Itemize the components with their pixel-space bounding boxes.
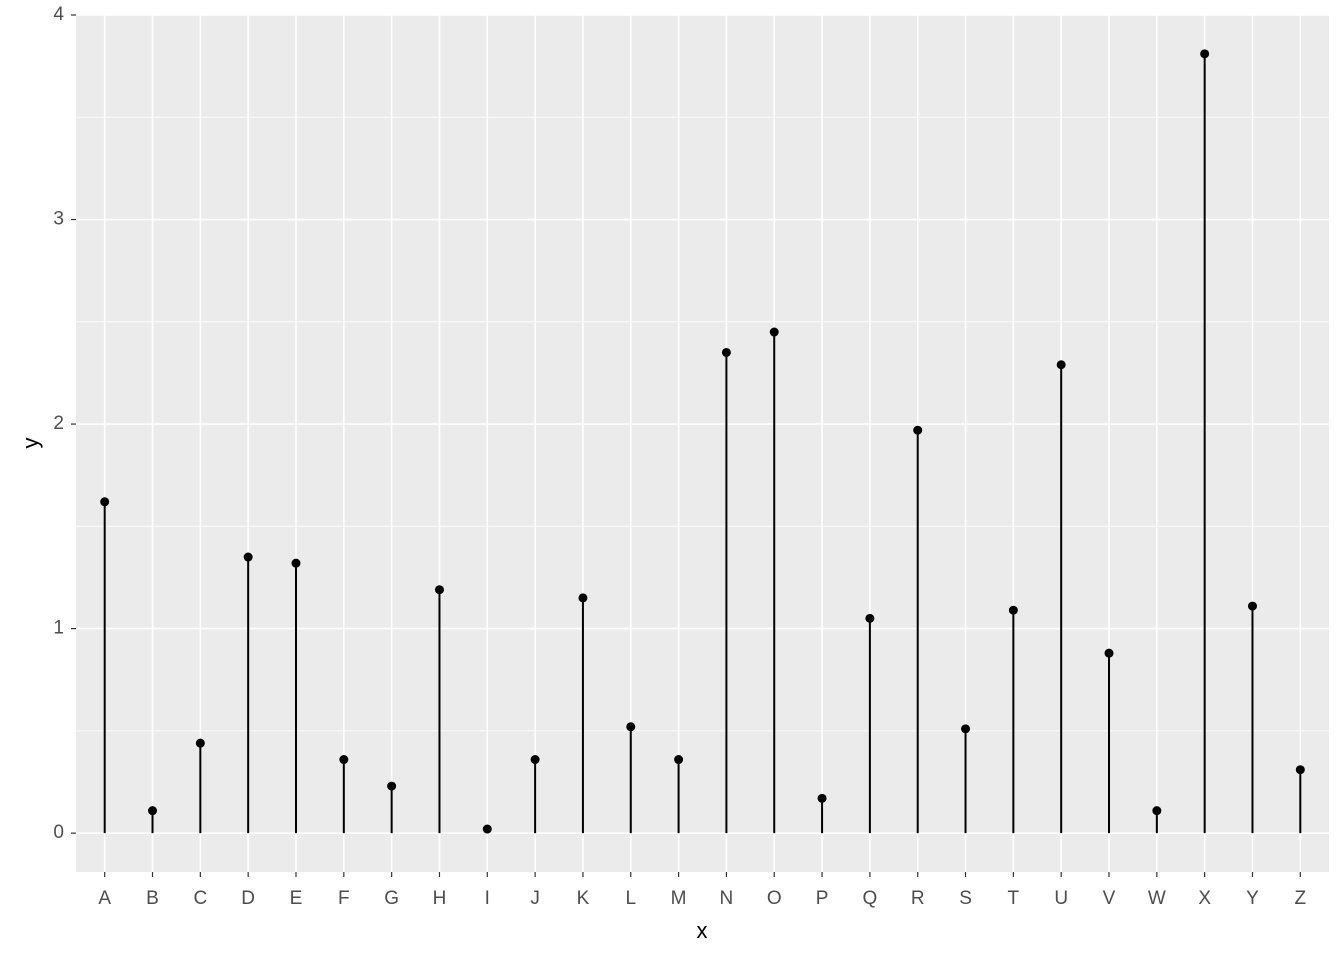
x-tick-label: M [671,888,687,909]
x-tick-label: F [338,888,350,909]
x-tick-label: D [241,888,255,909]
y-tick-label: 1 [53,618,64,639]
point [1200,49,1210,59]
point [626,722,636,732]
x-tick-label: R [911,888,925,909]
x-tick-label: A [98,888,111,909]
x-tick-label: N [720,888,734,909]
point [243,552,253,562]
point [339,755,349,765]
point [1008,605,1018,615]
point [961,724,971,734]
x-tick-label: Z [1295,888,1307,909]
point [1104,648,1114,658]
point [578,593,588,603]
point [291,558,301,568]
point [100,497,110,507]
x-tick-label: E [290,888,303,909]
x-tick-label: W [1148,888,1166,909]
point [674,755,684,765]
panel [76,15,1329,872]
x-tick-label: V [1103,888,1116,909]
point [1056,360,1066,370]
point [195,738,205,748]
x-tick-label: X [1198,888,1211,909]
x-tick-label: U [1054,888,1068,909]
x-tick-label: H [433,888,447,909]
y-tick-label: 3 [53,209,64,230]
point [482,824,492,834]
point [865,613,875,623]
point [721,347,731,357]
x-tick-label: P [816,888,829,909]
x-tick-label: T [1008,888,1020,909]
y-tick-label: 2 [53,413,64,434]
y-tick-label: 4 [53,4,64,25]
y-axis-title: y [18,438,43,449]
marks [100,49,1305,834]
point [1295,765,1305,775]
point [913,425,923,435]
x-axis-title: x [697,918,708,943]
x-tick-label: Q [862,888,877,909]
x-tick-label: C [193,888,207,909]
x-tick-label: G [384,888,399,909]
point [769,327,779,337]
point [434,585,444,595]
point [817,793,827,803]
x-tick-label: I [485,888,490,909]
x-tick-label: J [530,888,540,909]
point [387,781,397,791]
x-tick-label: B [146,888,159,909]
x-tick-label: O [767,888,782,909]
x-tick-label: Y [1246,888,1259,909]
point [1152,806,1162,816]
point [530,755,540,765]
x-tick-label: S [959,888,972,909]
x-tick-label: L [625,888,636,909]
point [1247,601,1257,611]
x-tick-label: K [577,888,590,909]
y-tick-label: 0 [53,822,64,843]
point [148,806,158,816]
